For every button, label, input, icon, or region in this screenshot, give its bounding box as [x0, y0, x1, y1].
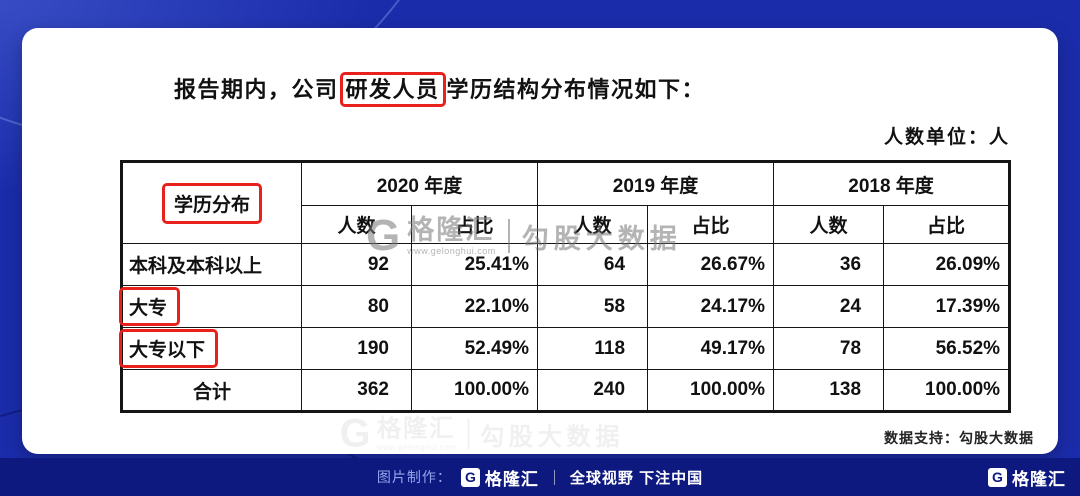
subheader-ratio: 占比 [647, 205, 775, 244]
gelonghui-logo-icon: G [988, 467, 1007, 487]
cell-2018-ratio: 100.00% [883, 369, 1011, 412]
subheader-count: 人数 [301, 205, 412, 244]
gelonghui-watermark-faint: G 格隆汇 www.gelonghui.com 勾股大数据 [340, 414, 624, 454]
subheader-ratio: 占比 [883, 205, 1011, 244]
table-row-bachelor: 本科及本科以上 92 25.41% 64 26.67% 36 26.09% [121, 243, 1011, 286]
subheader-ratio: 占比 [410, 205, 539, 244]
unit-note: 人数单位：人 [883, 127, 1010, 148]
gelonghui-logo-icon: G [460, 467, 480, 487]
cell-2020-ratio: 25.41% [410, 243, 539, 286]
row-label-text: 大专 [129, 298, 168, 319]
footer-center-group: 图片制作： G 格隆汇 全球视野 下注中国 [377, 465, 703, 490]
footer-corner-group: G 格隆汇 [988, 458, 1066, 496]
title-prefix: 报告期内，公司 [174, 77, 339, 102]
cell-2020-count: 80 [301, 285, 412, 328]
row-label: 大专以下 [119, 327, 302, 370]
gelonghui-wordmark: 格隆汇 [484, 469, 539, 489]
table-row-total: 合计 362 100.00% 240 100.00% 138 100.00% [121, 369, 1011, 412]
made-by-label: 图片制作： [376, 469, 452, 485]
cell-2018-count: 36 [773, 243, 885, 286]
title-highlight-redbox: 研发人员 [339, 72, 446, 107]
cell-2019-ratio: 24.17% [647, 285, 775, 328]
cell-2018-count: 24 [773, 285, 885, 328]
row-label-text: 大专以下 [129, 340, 206, 361]
cell-2020-count: 92 [301, 243, 412, 286]
watermark-url: www.gelonghui.com [376, 442, 457, 452]
watermark-suffix: 勾股大数据 [479, 422, 624, 450]
cell-2019-count: 240 [537, 369, 649, 412]
cell-2018-ratio: 56.52% [883, 327, 1011, 370]
cell-2019-ratio: 100.00% [647, 369, 775, 412]
gelonghui-logo-icon: G [339, 411, 371, 456]
footer-bar: 图片制作： G 格隆汇 全球视野 下注中国 G 格隆汇 [0, 458, 1080, 496]
footer-slogan: 全球视野 下注中国 [569, 469, 704, 487]
cell-2018-count: 78 [773, 327, 885, 370]
cell-2020-ratio: 22.10% [410, 285, 539, 328]
gelonghui-logo: G 格隆汇 [988, 465, 1066, 490]
title-suffix: 学历结构分布情况如下： [446, 77, 706, 102]
cell-2019-ratio: 26.67% [647, 243, 775, 286]
row-label-text: 本科及本科以上 [129, 256, 263, 277]
cell-2019-count: 58 [537, 285, 649, 328]
table-row-below-college: 大专以下 190 52.49% 118 49.17% 78 56.52% [119, 327, 1011, 370]
corner-header-redbox: 学历分布 [161, 182, 262, 224]
cell-2019-count: 64 [537, 243, 649, 286]
cell-2020-ratio: 100.00% [410, 369, 539, 412]
title-highlight: 研发人员 [345, 77, 440, 102]
subheader-count: 人数 [537, 205, 649, 244]
row-label: 本科及本科以上 [121, 243, 302, 286]
gelonghui-wordmark: 格隆汇 [1012, 469, 1066, 489]
cell-2020-count: 190 [301, 327, 412, 370]
education-distribution-table: 学历分布 2020 年度 2019 年度 2018 年度 人数 占比 人数 占比… [119, 160, 1012, 413]
footer-divider [553, 469, 555, 485]
row-label-redbox: 大专以下 [119, 329, 219, 368]
row-label: 大专 [119, 285, 302, 328]
subheader-count: 人数 [773, 205, 885, 244]
cell-2020-ratio: 52.49% [410, 327, 539, 370]
table-header-row-years: 学历分布 2020 年度 2019 年度 2018 年度 [121, 161, 1011, 244]
corner-header-cell: 学历分布 [121, 161, 302, 244]
table-row-college: 大专 80 22.10% 58 24.17% 24 17.39% [119, 285, 1011, 328]
report-title: 报告期内，公司 研发人员 学历结构分布情况如下： [174, 72, 706, 107]
row-label: 合计 [121, 369, 302, 412]
content-card: 报告期内，公司 研发人员 学历结构分布情况如下： 人数单位：人 学历分布 2020 … [22, 28, 1058, 454]
cell-2018-ratio: 17.39% [883, 285, 1011, 328]
watermark-divider [467, 418, 470, 450]
watermark-brand-name: 格隆汇 [376, 414, 456, 442]
cell-2019-ratio: 49.17% [647, 327, 775, 370]
year-header-2020: 2020 年度 [300, 161, 539, 206]
cell-2019-count: 118 [537, 327, 649, 370]
cell-2020-count: 362 [301, 369, 412, 412]
data-support-note: 数据支持：勾股大数据 [884, 430, 1034, 446]
cell-2018-count: 138 [773, 369, 885, 412]
row-label-text: 合计 [192, 381, 231, 403]
cell-2018-ratio: 26.09% [883, 243, 1011, 286]
year-header-2019: 2019 年度 [537, 161, 775, 206]
row-label-redbox: 大专 [119, 287, 181, 326]
gelonghui-logo: G 格隆汇 [460, 465, 539, 490]
year-header-2018: 2018 年度 [773, 161, 1011, 206]
watermark-brand: 格隆汇 www.gelonghui.com [377, 416, 457, 451]
